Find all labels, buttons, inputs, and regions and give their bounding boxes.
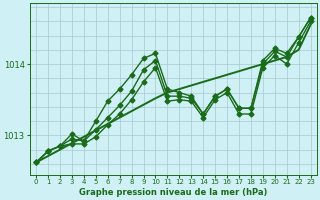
X-axis label: Graphe pression niveau de la mer (hPa): Graphe pression niveau de la mer (hPa) (79, 188, 268, 197)
